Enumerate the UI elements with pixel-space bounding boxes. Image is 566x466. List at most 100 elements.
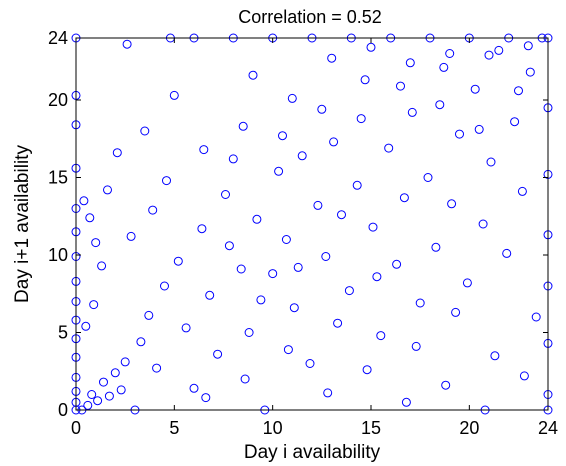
scatter-point xyxy=(523,41,533,51)
scatter-point xyxy=(396,81,405,91)
scatter-point xyxy=(281,235,291,244)
scatter-point xyxy=(252,214,262,224)
scatter-point xyxy=(293,262,303,272)
scatter-point xyxy=(201,393,211,403)
scatter-point xyxy=(103,185,112,195)
scatter-point xyxy=(238,121,248,131)
scatter-point xyxy=(431,242,441,252)
scatter-point xyxy=(455,129,464,139)
scatter-point xyxy=(399,193,409,203)
scatter-point xyxy=(120,357,130,367)
scatter-point xyxy=(401,397,411,407)
scatter-point xyxy=(405,58,415,68)
scatter-point xyxy=(89,300,99,310)
scatter-point xyxy=(313,200,323,210)
scatter-point xyxy=(514,86,523,96)
scatter-point xyxy=(517,186,527,196)
x-tick-label: 20 xyxy=(459,418,479,438)
scatter-point xyxy=(136,337,146,347)
scatter-point xyxy=(228,154,238,164)
scatter-point xyxy=(221,190,230,199)
scatter-point xyxy=(278,131,287,141)
x-tick-label: 10 xyxy=(263,418,283,438)
scatter-point xyxy=(337,210,346,220)
y-tick-label: 20 xyxy=(48,90,68,110)
scatter-point xyxy=(333,318,343,328)
scatter-point xyxy=(169,90,179,100)
scatter-point xyxy=(93,396,103,406)
scatter-point xyxy=(366,42,376,52)
x-tick-label: 5 xyxy=(169,418,179,438)
scatter-point xyxy=(112,148,122,158)
scatter-point xyxy=(197,224,207,234)
scatter-point xyxy=(181,323,191,333)
scatter-point xyxy=(110,368,120,378)
scatter-point xyxy=(490,351,500,361)
scatter-point xyxy=(122,39,132,49)
scatter-point xyxy=(368,222,378,232)
scatter-point xyxy=(87,390,97,399)
y-tick-label: 10 xyxy=(48,245,68,265)
y-tick-label: 5 xyxy=(58,323,68,343)
scatter-point xyxy=(407,107,417,117)
scatter-point xyxy=(327,53,337,63)
scatter-point xyxy=(224,241,234,251)
plot-area-frame xyxy=(75,37,549,411)
points-layer xyxy=(71,33,553,415)
scatter-point xyxy=(289,303,299,313)
scatter-point xyxy=(376,331,386,341)
scatter-point xyxy=(329,137,339,147)
x-tick-label: 15 xyxy=(361,418,381,438)
scatter-point xyxy=(85,213,95,223)
x-axis-label: Day i availability xyxy=(244,442,381,463)
scatter-point xyxy=(79,196,89,206)
scatter-point xyxy=(81,321,91,331)
scatter-point xyxy=(392,259,402,269)
scatter-point xyxy=(244,328,254,337)
scatter-point xyxy=(236,264,246,274)
scatter-point xyxy=(415,298,425,308)
scatter-point xyxy=(502,248,512,258)
scatter-point xyxy=(248,70,258,80)
scatter-point xyxy=(305,359,315,368)
scatter-point xyxy=(486,157,496,167)
scatter-point xyxy=(441,380,451,390)
scatter-point xyxy=(97,261,107,271)
y-axis-label: Day i+1 availability xyxy=(12,145,33,303)
scatter-point xyxy=(411,341,421,351)
scatter-point xyxy=(317,104,327,114)
x-tick-label: 24 xyxy=(538,418,558,438)
scatter-point xyxy=(256,295,266,305)
scatter-point xyxy=(384,143,394,153)
scatter-point xyxy=(144,310,154,320)
scatter-point xyxy=(445,49,455,58)
scatter-point xyxy=(321,252,331,261)
y-tick-label: 15 xyxy=(48,168,68,188)
scatter-point xyxy=(423,173,433,182)
scatter-point xyxy=(372,272,382,282)
scatter-point xyxy=(189,383,199,393)
scatter-point xyxy=(510,117,520,127)
scatter-point xyxy=(484,50,494,60)
y-tick-label: 24 xyxy=(48,28,68,48)
scatter-point xyxy=(140,126,150,136)
scatter-point xyxy=(83,400,93,410)
scatter-point xyxy=(470,84,480,94)
scatter-point xyxy=(173,256,183,266)
scatter-point xyxy=(323,388,333,398)
scatter-point xyxy=(360,75,370,85)
scatter-point xyxy=(362,365,372,375)
scatter-point xyxy=(213,349,223,359)
scatter-point xyxy=(478,219,488,229)
scatter-point xyxy=(494,45,504,55)
y-tick-label: 0 xyxy=(58,400,68,420)
scatter-point xyxy=(116,385,126,395)
scatter-point xyxy=(356,114,366,124)
scatter-point xyxy=(104,391,114,401)
scatter-point xyxy=(268,269,278,279)
scatter-point xyxy=(531,312,541,322)
scatter-point xyxy=(435,100,445,110)
x-tick-label: 0 xyxy=(71,418,81,438)
scatter-point xyxy=(199,145,209,155)
